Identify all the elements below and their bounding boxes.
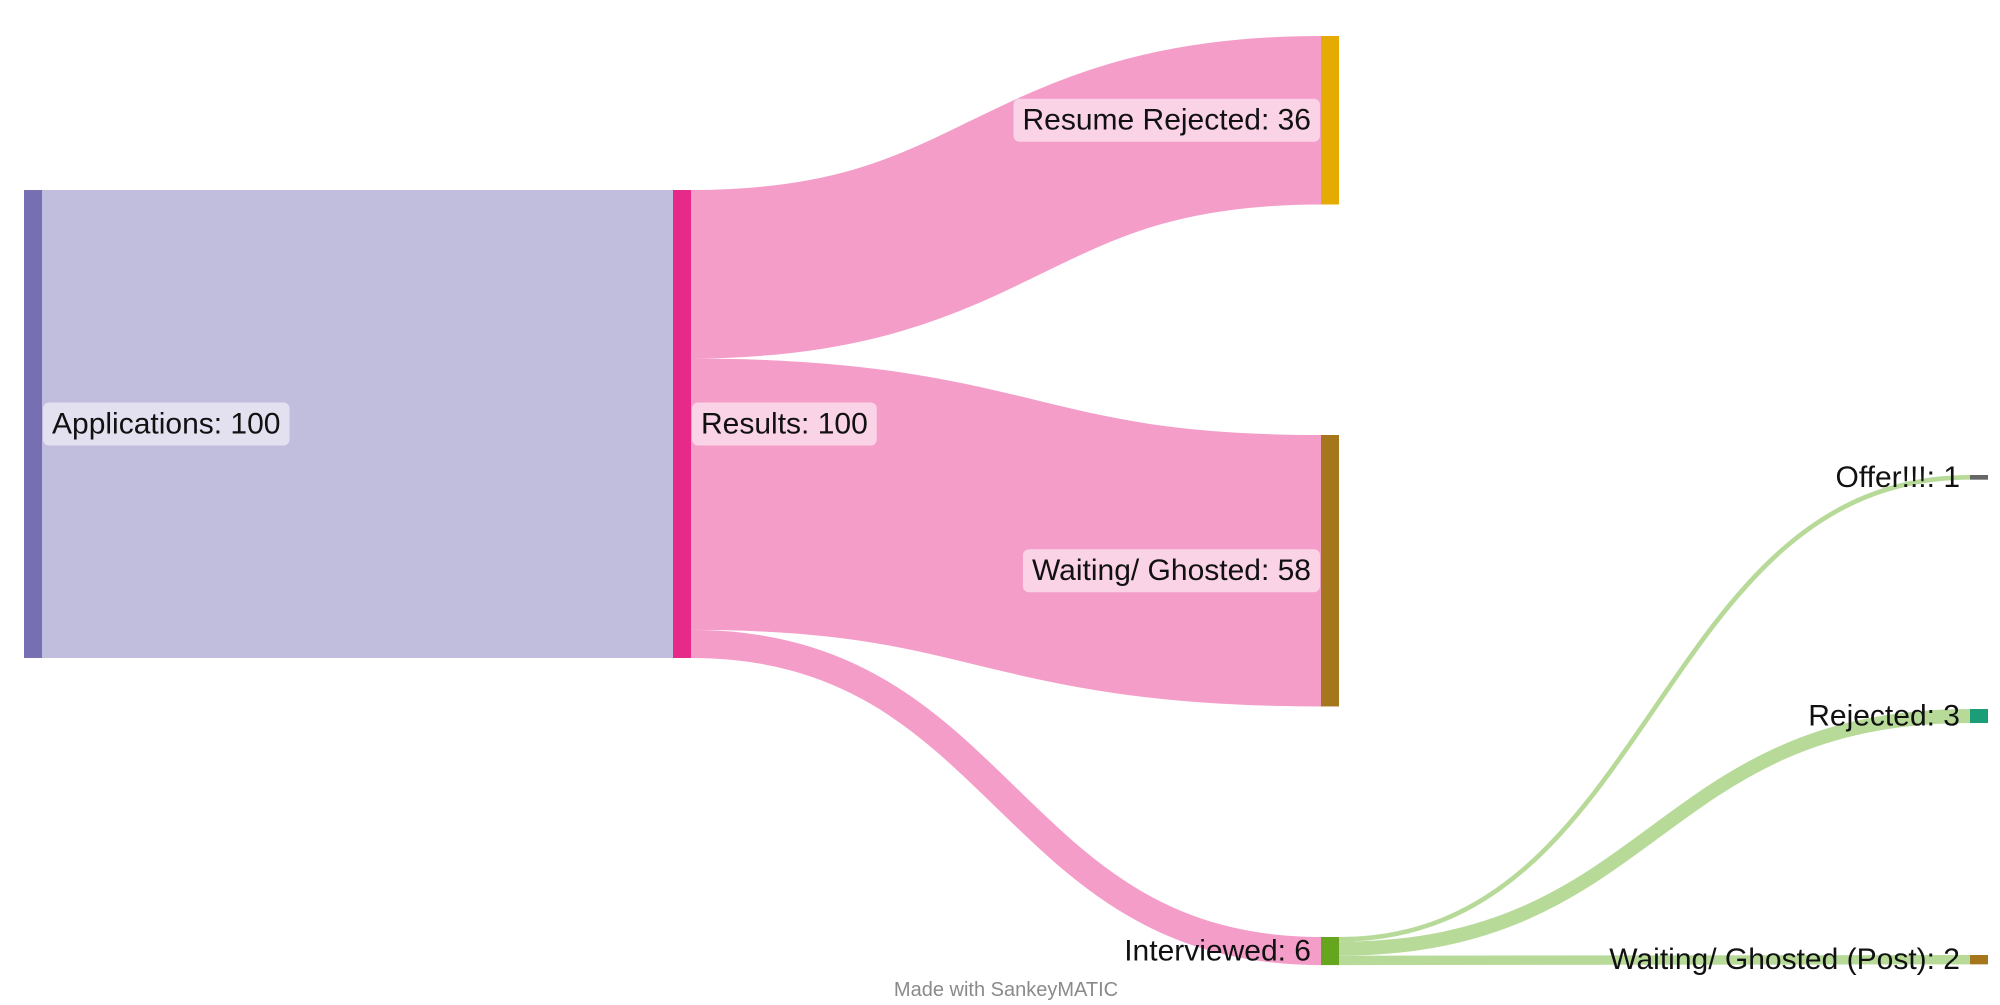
node-label-text-offer: Offer!!!: 1 [1836,461,1961,494]
node-label-offer: Offer!!!: 1 [1836,461,1961,494]
link-interviewed-to-waiting_ghosted_post [1338,955,1971,966]
node-label-interviewed: Interviewed: 6 [1124,935,1311,968]
node-label-rejected: Rejected: 3 [1808,700,1960,733]
link-results-to-interviewed [690,629,1322,966]
labels-layer: Applications: 100 Results: 100 Resume Reje… [43,98,1961,976]
link-interviewed-to-offer [1338,475,1971,942]
node-interviewed [1321,937,1339,966]
node-label-text-resume_rejected: Resume Rejected: 36 [1023,104,1312,137]
node-label-applications: Applications: 100 [43,402,290,446]
node-applications [24,190,42,658]
node-label-bg-results [692,402,877,446]
link-results-to-resume_rejected [690,36,1322,359]
node-waiting_ghosted_post [1970,955,1988,965]
node-label-waiting_ghosted: Waiting/ Ghosted: 58 [1022,549,1320,593]
node-label-bg-resume_rejected [1013,98,1320,142]
node-label-text-applications: Applications: 100 [52,408,281,441]
node-label-bg-waiting_ghosted [1022,549,1320,593]
node-resume_rejected [1321,36,1339,205]
node-rejected [1970,709,1988,724]
node-offer [1970,475,1988,480]
node-label-text-interviewed: Interviewed: 6 [1124,935,1311,968]
link-interviewed-to-rejected [1338,709,1971,956]
node-label-bg-applications [43,402,290,446]
node-label-text-waiting_ghosted_post: Waiting/ Ghosted (Post): 2 [1609,943,1960,976]
links-layer [42,36,1971,966]
node-results [673,190,691,658]
node-label-waiting_ghosted_post: Waiting/ Ghosted (Post): 2 [1609,943,1960,976]
nodes-layer [24,36,1988,966]
node-label-resume_rejected: Resume Rejected: 36 [1013,98,1320,142]
footer-credit: Made with SankeyMATIC [894,979,1118,1000]
node-label-results: Results: 100 [692,402,877,446]
node-label-text-rejected: Rejected: 3 [1808,700,1960,733]
node-label-text-waiting_ghosted: Waiting/ Ghosted: 58 [1032,554,1311,587]
node-label-text-results: Results: 100 [701,408,868,441]
node-waiting_ghosted [1321,435,1339,707]
